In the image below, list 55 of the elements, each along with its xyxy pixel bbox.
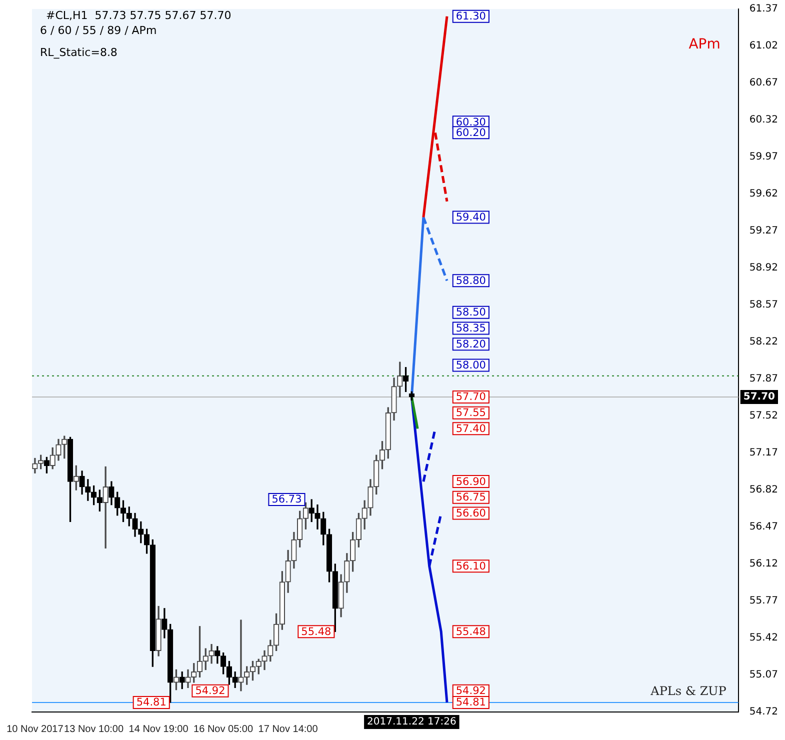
text: 2017.11.22 17:26 — [367, 716, 456, 728]
annotation: 60.20 — [456, 126, 486, 139]
annotation: 56.60 — [456, 507, 486, 520]
y-tick-label: 57.52 — [749, 410, 778, 422]
y-tick-label: 61.37 — [749, 4, 778, 15]
annotation: 58.50 — [456, 306, 486, 319]
y-tick-label: 57.17 — [749, 448, 778, 459]
annotation: 54.81 — [456, 696, 486, 709]
annotation: RL_Static=8.8 — [40, 46, 118, 59]
annotation: 58.80 — [456, 274, 486, 287]
annotation: 55.48 — [456, 626, 486, 638]
annotation: 60.30 — [456, 116, 486, 128]
annotation: 56.90 — [456, 476, 486, 488]
annotation: 54.92 — [195, 685, 226, 698]
annotation: 56.10 — [456, 560, 486, 572]
ref-line-label: 57.70 — [743, 392, 776, 403]
y-tick-label: 55.77 — [749, 596, 778, 607]
y-tick-label: 57.87 — [749, 374, 778, 385]
text: 6 / 60 / 55 / 89 / APm — [40, 24, 157, 37]
y-tick-label: 54.72 — [749, 706, 778, 718]
annotation: 57.55 — [456, 407, 486, 420]
y-tick-label: 56.82 — [749, 484, 778, 496]
x-tick-label: 10 Nov 2017 — [6, 724, 64, 735]
annotation: 57.40 — [456, 422, 486, 435]
y-tick-label: 56.12 — [749, 558, 778, 570]
annotation: 58.00 — [456, 359, 486, 372]
annotation: 58.20 — [456, 338, 486, 350]
annotation: 57.70 — [456, 391, 486, 404]
annotation: 61.30 — [456, 10, 486, 23]
annotation: APm — [688, 36, 720, 53]
y-tick-label: 59.97 — [749, 152, 778, 163]
annotation: 59.40 — [456, 211, 486, 224]
x-tick-label: 14 Nov 19:00 — [128, 724, 189, 735]
annotation: 56.75 — [456, 492, 486, 504]
y-tick-label: 61.02 — [749, 40, 778, 52]
annotation: 54.92 — [456, 685, 486, 698]
annotation: 55.48 — [301, 626, 332, 638]
y-tick-label: 59.27 — [749, 226, 778, 237]
annotation: 58.35 — [456, 322, 486, 334]
y-tick-label: 55.42 — [749, 632, 778, 644]
annotation: APLs & ZUP — [650, 684, 726, 698]
y-tick-label: 56.47 — [749, 522, 778, 533]
y-tick-label: 55.07 — [749, 670, 778, 681]
chart-title: #CL,H1 57.73 57.75 57.67 57.70 — [46, 8, 232, 22]
x-tick-label: 16 Nov 05:00 — [194, 724, 254, 735]
y-tick-label: 60.67 — [749, 78, 778, 89]
y-tick-label: 60.32 — [749, 114, 778, 126]
annotation: 56.73 — [272, 494, 302, 506]
y-tick-label: 59.62 — [749, 188, 778, 200]
annotation: 54.81 — [136, 696, 166, 709]
y-tick-label: 58.57 — [749, 300, 778, 311]
y-tick-label: 58.92 — [749, 262, 778, 274]
x-tick-label: 17 Nov 14:00 — [258, 724, 318, 735]
x-tick-label: 13 Nov 10:00 — [64, 724, 124, 735]
y-tick-label: 58.22 — [749, 336, 778, 348]
